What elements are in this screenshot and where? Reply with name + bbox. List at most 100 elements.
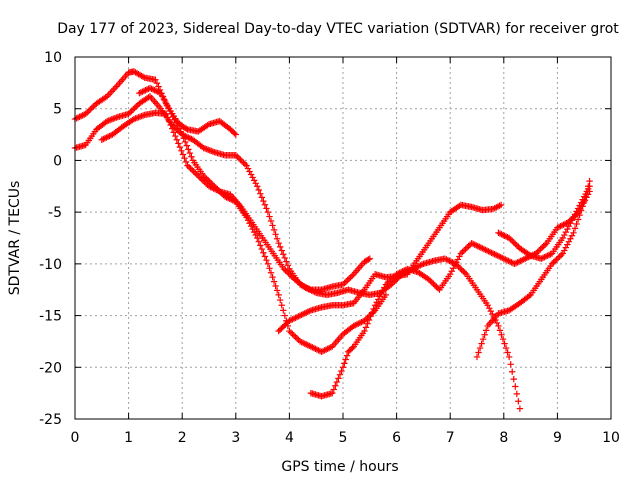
data-point <box>292 314 299 321</box>
data-point <box>375 296 382 303</box>
data-point <box>551 257 559 265</box>
data-point <box>244 165 252 172</box>
x-tick-label: 4 <box>285 430 294 446</box>
data-point <box>447 271 454 278</box>
data-point <box>343 352 351 359</box>
data-point <box>175 125 183 132</box>
data-point <box>125 110 132 118</box>
data-point <box>338 367 345 375</box>
data-point <box>179 151 187 158</box>
data-point <box>378 290 385 297</box>
data-point <box>153 79 161 87</box>
data-point <box>223 194 230 201</box>
data-point <box>349 344 356 352</box>
data-point <box>196 174 204 181</box>
data-point <box>307 343 315 350</box>
data-point <box>399 268 406 275</box>
data-point <box>173 136 181 143</box>
x-tick-label: 7 <box>446 430 455 446</box>
data-point <box>190 168 197 175</box>
data-point <box>501 232 508 239</box>
data-point <box>579 196 586 203</box>
data-point <box>541 241 549 248</box>
data-point <box>180 135 187 142</box>
data-point <box>479 336 487 343</box>
data-point <box>538 255 545 262</box>
data-point <box>169 125 176 132</box>
data-point <box>287 329 295 336</box>
data-point <box>255 186 262 194</box>
data-point <box>339 364 347 371</box>
data-point <box>188 153 195 160</box>
data-point <box>457 250 465 257</box>
data-point <box>586 183 593 190</box>
data-point <box>305 285 312 293</box>
data-point <box>441 255 449 262</box>
data-point <box>499 336 507 343</box>
data-point <box>165 118 173 125</box>
data-point <box>390 273 397 281</box>
data-point <box>507 361 514 368</box>
data-point <box>371 302 379 309</box>
data-point <box>564 241 571 248</box>
data-point <box>312 345 319 353</box>
data-point <box>510 239 517 246</box>
data-point <box>573 208 580 215</box>
data-layer <box>71 68 593 412</box>
x-tick-label: 10 <box>602 430 620 446</box>
data-point <box>280 265 288 273</box>
data-point <box>505 257 512 265</box>
data-point <box>257 190 264 197</box>
x-tick-label: 5 <box>339 430 348 446</box>
data-point <box>554 224 561 231</box>
data-point <box>342 278 350 285</box>
data-point <box>513 390 521 398</box>
data-point <box>571 225 579 232</box>
data-point <box>172 132 179 140</box>
data-point <box>568 217 576 224</box>
data-point <box>299 310 307 318</box>
data-point <box>212 184 220 191</box>
data-point <box>277 296 284 304</box>
data-point <box>263 205 270 212</box>
data-point <box>303 309 310 316</box>
data-point <box>292 333 299 341</box>
data-point <box>264 260 272 268</box>
y-tick-label: -20 <box>39 360 62 376</box>
data-point <box>172 119 180 126</box>
data-point <box>283 268 291 276</box>
data-point <box>221 193 229 200</box>
data-point <box>200 172 207 180</box>
data-point <box>475 349 482 356</box>
data-point <box>444 256 452 264</box>
data-point <box>188 166 196 174</box>
data-point <box>315 347 322 354</box>
data-point <box>496 327 504 334</box>
data-point <box>231 130 238 137</box>
data-point <box>218 190 226 197</box>
data-point <box>237 156 244 163</box>
data-point <box>502 344 510 352</box>
data-point <box>185 163 193 171</box>
data-point <box>481 331 488 338</box>
data-point <box>168 110 175 118</box>
data-point <box>139 88 146 95</box>
data-point <box>547 251 554 258</box>
data-point <box>184 162 191 169</box>
data-point <box>159 92 166 100</box>
data-point <box>272 231 279 238</box>
data-point <box>541 254 548 261</box>
data-point <box>397 268 405 276</box>
data-point <box>152 87 160 95</box>
data-point <box>185 134 192 141</box>
data-point <box>361 327 368 335</box>
data-point <box>462 245 469 253</box>
data-point <box>84 109 91 116</box>
data-point <box>313 346 321 353</box>
data-point <box>263 256 270 264</box>
data-point <box>258 194 266 201</box>
data-point <box>568 232 576 239</box>
data-point <box>382 281 390 288</box>
data-point <box>335 375 342 382</box>
data-point <box>425 276 432 283</box>
